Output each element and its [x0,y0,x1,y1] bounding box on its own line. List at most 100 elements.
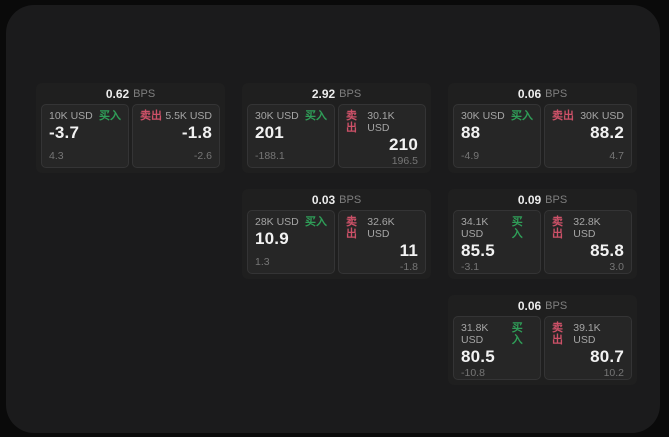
sell-notional: 5.5K USD [165,110,212,122]
bps-unit-label: BPS [545,193,568,206]
buy-side-badge: 买入 [99,110,121,122]
buy-notional: 31.8K USD [461,322,489,346]
buy-tile-top: 31.8K USD 买入 [461,322,533,346]
bps-header: 0.06 BPS [448,83,637,104]
buy-price: 80.5 [461,347,495,366]
sell-delta: 10.2 [603,367,624,379]
sell-tile-top: 卖出 30K USD [552,110,624,122]
sell-price: 11 [399,241,418,260]
buy-delta: -4.9 [461,150,480,162]
sell-tile-top: 卖出 30.1K USD [346,110,418,134]
bps-value: 0.06 [517,86,542,101]
buy-tile-top: 30K USD 买入 [461,110,533,122]
bps-value: 0.62 [105,86,130,101]
sell-side-badge: 卖出 [346,110,357,134]
bps-header: 0.06 BPS [448,295,637,316]
quote-card: 0.06 BPS 30K USD 买入 88 -4.9 卖出 30K USD 8… [448,83,637,173]
sell-notional: 39.1K USD [573,322,601,346]
buy-delta: -10.8 [461,367,485,379]
sell-quote-tile[interactable]: 卖出 30.1K USD 210 196.5 [338,104,426,168]
quote-tiles: 30K USD 买入 88 -4.9 卖出 30K USD 88.2 4.7 [448,104,637,168]
bps-header: 0.09 BPS [448,189,637,210]
bps-header: 0.03 BPS [242,189,431,210]
bps-value: 0.03 [311,192,336,207]
sell-quote-tile[interactable]: 卖出 5.5K USD -1.8 -2.6 [132,104,220,168]
sell-notional: 30.1K USD [367,110,395,134]
buy-quote-tile[interactable]: 28K USD 买入 10.9 1.3 [247,210,335,274]
sell-side-badge: 卖出 [140,110,162,122]
sell-notional: 32.8K USD [573,216,601,240]
buy-notional: 30K USD [255,110,299,122]
quote-grid: 0.62 BPS 10K USD 买入 -3.7 4.3 卖出 5.5K USD… [6,5,660,433]
bps-header: 0.62 BPS [36,83,225,104]
buy-delta: -3.1 [461,261,480,273]
quote-tiles: 34.1K USD 买入 85.5 -3.1 卖出 32.8K USD 85.8… [448,210,637,274]
buy-price: 88 [461,123,481,142]
sell-notional: 30K USD [580,110,624,122]
sell-tile-top: 卖出 32.6K USD [346,216,418,240]
sell-side-badge: 卖出 [552,216,563,240]
sell-price: 85.8 [590,241,624,260]
bps-unit-label: BPS [545,299,568,312]
sell-delta: 4.7 [609,150,624,162]
buy-price: 10.9 [255,229,289,248]
quote-tiles: 30K USD 买入 201 -188.1 卖出 30.1K USD 210 1… [242,104,431,168]
buy-price: 201 [255,123,284,142]
sell-price: 88.2 [590,123,624,142]
sell-side-badge: 卖出 [346,216,357,240]
buy-quote-tile[interactable]: 31.8K USD 买入 80.5 -10.8 [453,316,541,380]
sell-delta: 196.5 [391,155,418,167]
sell-quote-tile[interactable]: 卖出 30K USD 88.2 4.7 [544,104,632,168]
quote-tiles: 10K USD 买入 -3.7 4.3 卖出 5.5K USD -1.8 -2.… [36,104,225,168]
buy-notional: 28K USD [255,216,299,228]
bps-unit-label: BPS [133,87,156,100]
sell-quote-tile[interactable]: 卖出 39.1K USD 80.7 10.2 [544,316,632,380]
bps-header: 2.92 BPS [242,83,431,104]
sell-delta: -2.6 [193,150,212,162]
sell-quote-tile[interactable]: 卖出 32.6K USD 11 -1.8 [338,210,426,274]
sell-tile-top: 卖出 5.5K USD [140,110,212,122]
buy-tile-top: 10K USD 买入 [49,110,121,122]
sell-price: 210 [389,135,418,154]
bps-value: 0.09 [517,192,542,207]
buy-side-badge: 买入 [511,216,523,240]
quote-tiles: 31.8K USD 买入 80.5 -10.8 卖出 39.1K USD 80.… [448,316,637,380]
buy-tile-top: 28K USD 买入 [255,216,327,228]
quote-card: 0.03 BPS 28K USD 买入 10.9 1.3 卖出 32.6K US… [242,189,431,279]
sell-price: 80.7 [590,347,624,366]
sell-delta: 3.0 [609,261,624,273]
bps-value: 2.92 [311,86,336,101]
buy-tile-top: 30K USD 买入 [255,110,327,122]
quote-card: 0.09 BPS 34.1K USD 买入 85.5 -3.1 卖出 32.8K… [448,189,637,279]
buy-side-badge: 买入 [305,216,327,228]
buy-quote-tile[interactable]: 30K USD 买入 201 -188.1 [247,104,335,168]
sell-side-badge: 卖出 [552,322,563,346]
buy-quote-tile[interactable]: 10K USD 买入 -3.7 4.3 [41,104,129,168]
quote-card: 0.06 BPS 31.8K USD 买入 80.5 -10.8 卖出 39.1… [448,295,637,385]
quote-card: 0.62 BPS 10K USD 买入 -3.7 4.3 卖出 5.5K USD… [36,83,225,173]
buy-delta: 4.3 [49,150,64,162]
sell-tile-top: 卖出 32.8K USD [552,216,624,240]
buy-quote-tile[interactable]: 30K USD 买入 88 -4.9 [453,104,541,168]
bps-unit-label: BPS [545,87,568,100]
app-panel: 0.62 BPS 10K USD 买入 -3.7 4.3 卖出 5.5K USD… [6,5,660,433]
bps-unit-label: BPS [339,87,362,100]
sell-quote-tile[interactable]: 卖出 32.8K USD 85.8 3.0 [544,210,632,274]
buy-price: -3.7 [49,123,80,142]
buy-delta: 1.3 [255,256,270,268]
buy-notional: 30K USD [461,110,505,122]
buy-quote-tile[interactable]: 34.1K USD 买入 85.5 -3.1 [453,210,541,274]
buy-side-badge: 买入 [305,110,327,122]
sell-notional: 32.6K USD [367,216,395,240]
sell-delta: -1.8 [399,261,418,273]
buy-notional: 10K USD [49,110,93,122]
bps-unit-label: BPS [339,193,362,206]
buy-notional: 34.1K USD [461,216,489,240]
bps-value: 0.06 [517,298,542,313]
sell-price: -1.8 [181,123,212,142]
sell-side-badge: 卖出 [552,110,574,122]
buy-delta: -188.1 [255,150,285,162]
quote-card: 2.92 BPS 30K USD 买入 201 -188.1 卖出 30.1K … [242,83,431,173]
buy-side-badge: 买入 [511,322,523,346]
sell-tile-top: 卖出 39.1K USD [552,322,624,346]
